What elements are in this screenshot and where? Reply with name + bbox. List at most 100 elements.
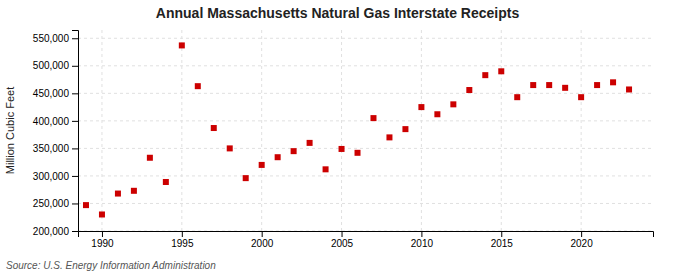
x-tick: 1995 xyxy=(171,231,194,249)
y-tick-mark xyxy=(72,38,78,39)
chart-container: 1990 1995 2000 2005 2010 2015 2020 200,000 250,0… xyxy=(0,0,675,275)
y-tick: 350,000 xyxy=(33,143,78,154)
y-axis-label: Million Cubic Feet xyxy=(4,87,16,174)
y-tick: 300,000 xyxy=(33,171,78,182)
point xyxy=(211,125,217,131)
point xyxy=(307,140,313,146)
point xyxy=(163,179,169,185)
x-tick-label: 1995 xyxy=(171,238,194,249)
point xyxy=(594,82,600,88)
x-tick: 2005 xyxy=(331,231,354,249)
grid-line-x xyxy=(501,30,502,231)
x-tick-mark xyxy=(501,231,502,237)
y-tick-label: 300,000 xyxy=(33,171,70,182)
point xyxy=(466,87,472,93)
y-tick-label: 350,000 xyxy=(33,143,70,154)
point xyxy=(546,82,552,88)
grid-line-x xyxy=(341,30,342,231)
y-axis-line xyxy=(72,31,79,232)
point xyxy=(450,101,456,107)
point xyxy=(131,188,137,194)
grid-line-y xyxy=(78,65,653,66)
point xyxy=(291,148,297,154)
point xyxy=(83,202,89,208)
x-tick: 2010 xyxy=(411,231,434,249)
grid-line-x xyxy=(181,30,182,231)
y-tick: 550,000 xyxy=(33,33,78,44)
point xyxy=(418,104,424,110)
chart-svg: 1990 1995 2000 2005 2010 2015 2020 200,000 250,0… xyxy=(0,0,675,275)
plot-area: 1990 1995 2000 2005 2010 2015 2020 200,000 250,0… xyxy=(33,30,654,249)
grid-line-y xyxy=(78,203,653,204)
point xyxy=(626,86,632,92)
y-tick-mark xyxy=(72,66,78,67)
y-tick-mark xyxy=(72,176,78,177)
grid xyxy=(78,30,653,231)
x-tick: 1990 xyxy=(91,231,114,249)
x-tick-label: 1990 xyxy=(91,238,114,249)
x-axis-line xyxy=(79,232,654,238)
x-tick-label: 2015 xyxy=(491,238,514,249)
point xyxy=(115,191,121,197)
point xyxy=(578,94,584,100)
point xyxy=(498,68,504,74)
point xyxy=(99,211,105,217)
y-tick: 200,000 xyxy=(33,226,78,237)
point xyxy=(323,166,329,172)
y-tick-mark xyxy=(72,93,78,94)
y-tick: 250,000 xyxy=(33,198,78,209)
point xyxy=(243,175,249,181)
x-tick-mark xyxy=(342,231,343,237)
x-tick: 2000 xyxy=(251,231,274,249)
y-tick-label: 500,000 xyxy=(33,60,70,71)
y-tick: 450,000 xyxy=(33,88,78,99)
x-tick: 2020 xyxy=(571,231,594,249)
point xyxy=(514,94,520,100)
title: Annual Massachusetts Natural Gas Interst… xyxy=(156,5,520,21)
annotation: Source: U.S. Energy Information Administ… xyxy=(6,260,216,271)
point xyxy=(179,42,185,48)
point xyxy=(562,85,568,91)
x-tick-mark xyxy=(262,231,263,237)
point xyxy=(195,83,201,89)
x-tick-mark xyxy=(421,231,422,237)
point xyxy=(339,146,345,152)
y-tick: 400,000 xyxy=(33,116,78,127)
x-tick-mark xyxy=(182,231,183,237)
grid-line-y xyxy=(78,120,653,121)
y-tick-mark xyxy=(72,121,78,122)
grid-line-x xyxy=(261,30,262,231)
point xyxy=(434,111,440,117)
grid-line-x xyxy=(421,30,422,231)
y-tick-label: 250,000 xyxy=(33,198,70,209)
y-tick: 500,000 xyxy=(33,60,78,71)
point xyxy=(275,154,281,160)
point xyxy=(402,126,408,132)
x-tick: 2015 xyxy=(491,231,514,249)
x-tick-label: 2005 xyxy=(331,238,354,249)
y-tick-label: 200,000 xyxy=(33,226,70,237)
y-tick-mark xyxy=(72,203,78,204)
x-tick-mark xyxy=(581,231,582,237)
grid-line-x xyxy=(581,30,582,231)
grid-line-y xyxy=(78,175,653,176)
y-tick-label: 400,000 xyxy=(33,116,70,127)
x-tick-label: 2000 xyxy=(251,238,274,249)
y-axis: 200,000 250,000 300,000 350,000 400,000 450,0… xyxy=(33,31,79,237)
y-tick-label: 450,000 xyxy=(33,88,70,99)
point xyxy=(259,162,265,168)
x-tick-label: 2010 xyxy=(411,238,434,249)
point xyxy=(227,145,233,151)
point xyxy=(370,115,376,121)
point xyxy=(147,155,153,161)
point xyxy=(530,82,536,88)
point xyxy=(386,134,392,140)
point xyxy=(482,72,488,78)
point xyxy=(610,79,616,85)
y-tick-mark xyxy=(72,148,78,149)
x-tick-mark xyxy=(102,231,103,237)
grid-line-y xyxy=(78,38,653,39)
grid-line-y xyxy=(78,93,653,94)
x-axis: 1990 1995 2000 2005 2010 2015 2020 xyxy=(79,231,654,249)
x-tick-label: 2020 xyxy=(571,238,594,249)
